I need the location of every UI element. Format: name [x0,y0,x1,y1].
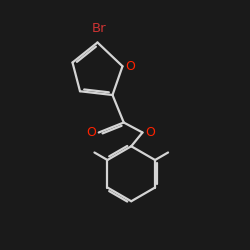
Text: O: O [86,126,96,139]
Text: O: O [126,60,136,73]
Text: O: O [146,126,156,139]
Text: Br: Br [92,22,106,36]
